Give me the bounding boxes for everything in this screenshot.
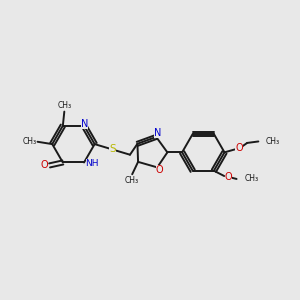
Text: O: O xyxy=(235,142,243,153)
Text: O: O xyxy=(156,165,164,175)
Text: S: S xyxy=(109,144,116,154)
Text: O: O xyxy=(224,172,232,182)
Text: N: N xyxy=(154,128,161,138)
Text: N: N xyxy=(81,119,88,129)
Text: CH₃: CH₃ xyxy=(22,137,36,146)
Text: O: O xyxy=(40,160,48,170)
Text: NH: NH xyxy=(85,159,99,168)
Text: CH₃: CH₃ xyxy=(245,175,259,184)
Text: CH₃: CH₃ xyxy=(266,137,280,146)
Text: CH₃: CH₃ xyxy=(125,176,139,184)
Text: CH₃: CH₃ xyxy=(57,101,71,110)
